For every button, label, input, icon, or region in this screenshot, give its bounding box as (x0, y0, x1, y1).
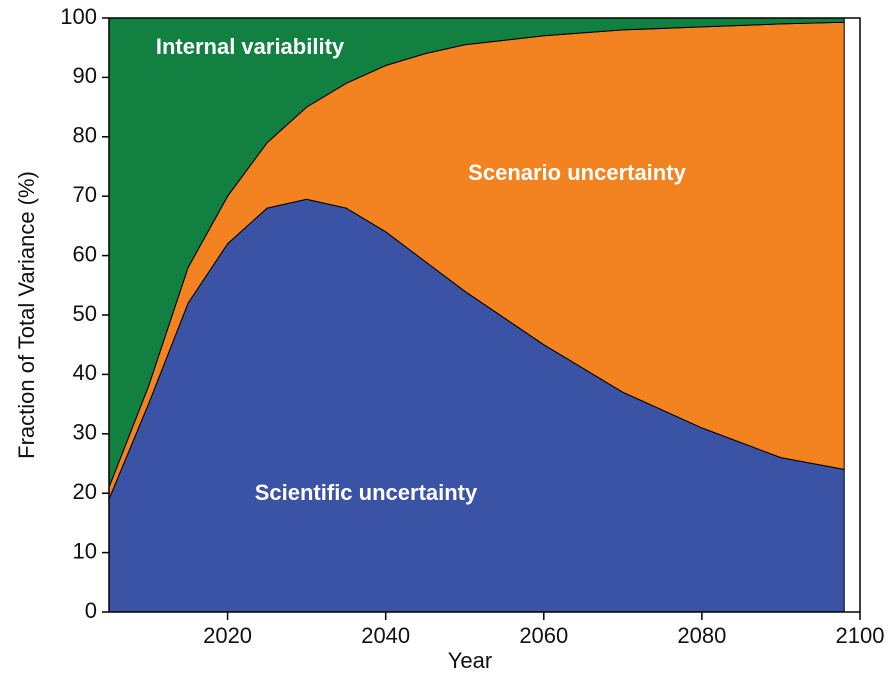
y-tick-label: 0 (85, 598, 97, 623)
area-label: Scientific uncertainty (255, 480, 478, 505)
y-tick-label: 90 (73, 63, 97, 88)
y-tick-label: 80 (73, 123, 97, 148)
x-tick-label: 2060 (519, 623, 568, 648)
x-tick-label: 2100 (836, 623, 885, 648)
area-label: Scenario uncertainty (468, 160, 686, 185)
x-tick-label: 2040 (361, 623, 410, 648)
x-tick-label: 2080 (677, 623, 726, 648)
y-tick-label: 100 (60, 4, 97, 29)
y-tick-label: 60 (73, 241, 97, 266)
x-axis-title: Year (448, 648, 492, 673)
y-tick-label: 70 (73, 182, 97, 207)
x-tick-label: 2020 (203, 623, 252, 648)
y-tick-label: 40 (73, 360, 97, 385)
y-axis-title: Fraction of Total Variance (%) (14, 171, 39, 459)
y-tick-label: 30 (73, 420, 97, 445)
y-tick-label: 50 (73, 301, 97, 326)
y-tick-label: 10 (73, 538, 97, 563)
area-label: Internal variability (156, 34, 345, 59)
y-tick-label: 20 (73, 479, 97, 504)
